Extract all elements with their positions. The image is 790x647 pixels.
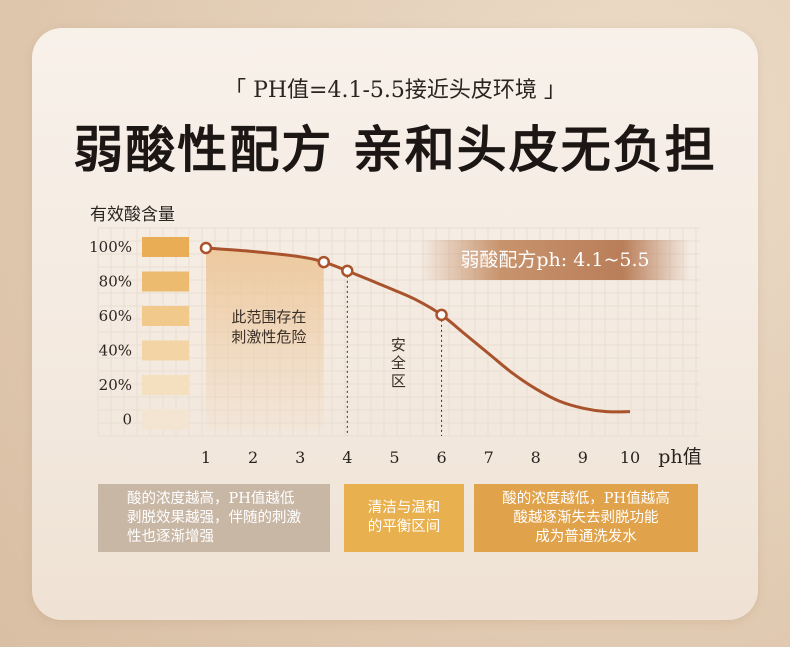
y-tick-label: 0: [122, 411, 132, 429]
x-tick-label: 8: [531, 448, 541, 467]
curve-marker: [341, 264, 354, 278]
x-tick-label: 4: [342, 448, 352, 467]
y-level-swatch: [142, 375, 189, 395]
curve-marker: [435, 308, 448, 322]
x-tick-label: 9: [578, 448, 588, 467]
y-tick-label: 20%: [99, 376, 132, 394]
y-level-swatch: [142, 271, 189, 292]
y-level-swatch: [142, 409, 189, 430]
y-level-swatch: [142, 237, 189, 257]
safe-zone-label: 全: [391, 354, 406, 372]
note-high-acid: 酸的浓度越高，PH值越低 剥脱效果越强，伴随的刺激 性也逐渐增强: [98, 484, 330, 552]
note-balance: 清洁与温和 的平衡区间: [344, 484, 464, 552]
safe-zone-label: 区: [391, 372, 406, 390]
safe-zone-label: 安: [391, 336, 406, 354]
y-tick-label: 40%: [99, 342, 132, 360]
x-tick-label: 5: [389, 448, 399, 467]
x-tick-label: 2: [248, 448, 258, 467]
acid-curve-line: [205, 246, 631, 414]
page-title: 弱酸性配方 亲和头皮无负担: [73, 120, 717, 179]
y-tick-label: 60%: [99, 307, 132, 325]
y-tick-label: 80%: [99, 273, 132, 291]
danger-zone-label: 刺激性危险: [231, 328, 306, 346]
page-subtitle: 「 PH值=4.1-5.5接近头皮环境 」: [224, 78, 566, 103]
curve-marker: [199, 241, 213, 255]
y-tick-label: 100%: [89, 238, 132, 256]
x-tick-label: 1: [201, 448, 211, 467]
y-axis-title: 有效酸含量: [90, 205, 175, 225]
note-low-acid: 酸的浓度越低，PH值越高 酸越逐渐失去剥脱功能 成为普通洗发水: [474, 484, 698, 552]
note-high-acid-text: 酸的浓度越高，PH值越低 剥脱效果越强，伴随的刺激 性也逐渐增强: [127, 490, 301, 545]
ph-range-badge: 弱酸配方ph: 4.1~5.5: [420, 240, 690, 280]
y-level-swatch: [142, 306, 189, 326]
x-axis-title: ph值: [658, 446, 701, 468]
danger-zone-label: 此范围存在: [231, 308, 306, 326]
y-level-swatch: [142, 340, 189, 361]
x-tick-label: 10: [620, 448, 640, 467]
note-balance-text: 清洁与温和 的平衡区间: [367, 500, 441, 535]
danger-zone-area: [206, 248, 324, 430]
note-low-acid-text: 酸的浓度越低，PH值越高 酸越逐渐失去剥脱功能 成为普通洗发水: [502, 490, 670, 545]
x-tick-label: 3: [295, 448, 305, 467]
x-tick-label: 7: [484, 448, 494, 467]
curve-marker: [317, 255, 331, 269]
x-tick-label: 6: [436, 448, 446, 467]
